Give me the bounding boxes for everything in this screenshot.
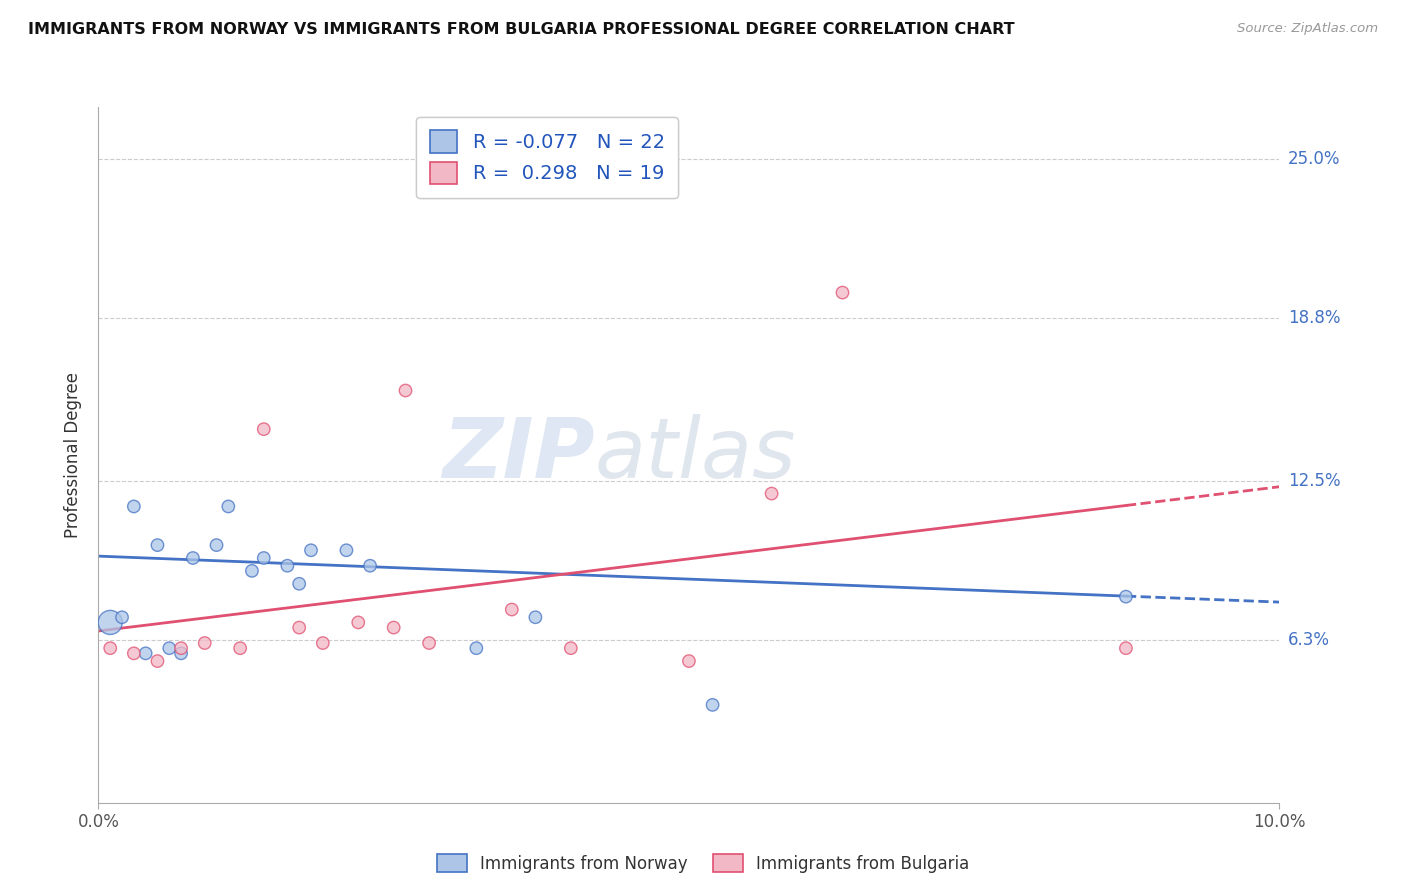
Point (831, 285, 853, 300)
Point (194, 636, 217, 650)
Point (170, 641, 193, 656)
Text: atlas: atlas (595, 415, 796, 495)
Point (312, 636, 335, 650)
Legend: R = -0.077   N = 22, R =  0.298   N = 19: R = -0.077 N = 22, R = 0.298 N = 19 (416, 117, 678, 198)
Text: 18.8%: 18.8% (1288, 310, 1340, 327)
Point (253, 551, 276, 566)
Text: IMMIGRANTS FROM NORWAY VS IMMIGRANTS FROM BULGARIA PROFESSIONAL DEGREE CORRELATI: IMMIGRANTS FROM NORWAY VS IMMIGRANTS FRO… (28, 22, 1015, 37)
Point (418, 636, 440, 650)
Point (501, 602, 523, 616)
Point (382, 621, 405, 635)
Point (98, 615, 121, 630)
Point (335, 543, 357, 558)
Point (170, 646, 193, 660)
Point (146, 538, 169, 552)
Point (122, 500, 145, 514)
Text: 25.0%: 25.0% (1288, 150, 1340, 168)
Point (347, 48, 370, 62)
Point (288, 576, 311, 591)
Point (217, 500, 239, 514)
Legend: Immigrants from Norway, Immigrants from Bulgaria: Immigrants from Norway, Immigrants from … (430, 847, 976, 880)
Point (276, 558, 298, 573)
Point (299, 543, 322, 558)
Point (524, 610, 547, 624)
Point (253, 422, 276, 436)
Point (761, 486, 783, 500)
Point (1115, 641, 1137, 656)
Point (560, 641, 582, 656)
Point (288, 621, 311, 635)
Point (359, 558, 381, 573)
Point (240, 564, 263, 578)
Point (157, 641, 180, 656)
Point (98, 641, 121, 656)
Point (1115, 590, 1137, 604)
Text: ZIP: ZIP (441, 415, 595, 495)
Point (135, 646, 157, 660)
Point (146, 654, 169, 668)
Point (702, 698, 724, 712)
Point (229, 641, 252, 656)
Point (394, 384, 416, 398)
Text: 12.5%: 12.5% (1288, 472, 1340, 490)
Text: 6.3%: 6.3% (1288, 632, 1330, 649)
Y-axis label: Professional Degree: Professional Degree (65, 372, 83, 538)
Point (205, 538, 228, 552)
Point (111, 610, 134, 624)
Point (678, 654, 700, 668)
Point (181, 551, 204, 566)
Text: Source: ZipAtlas.com: Source: ZipAtlas.com (1237, 22, 1378, 36)
Point (465, 641, 488, 656)
Point (347, 615, 370, 630)
Point (122, 646, 145, 660)
